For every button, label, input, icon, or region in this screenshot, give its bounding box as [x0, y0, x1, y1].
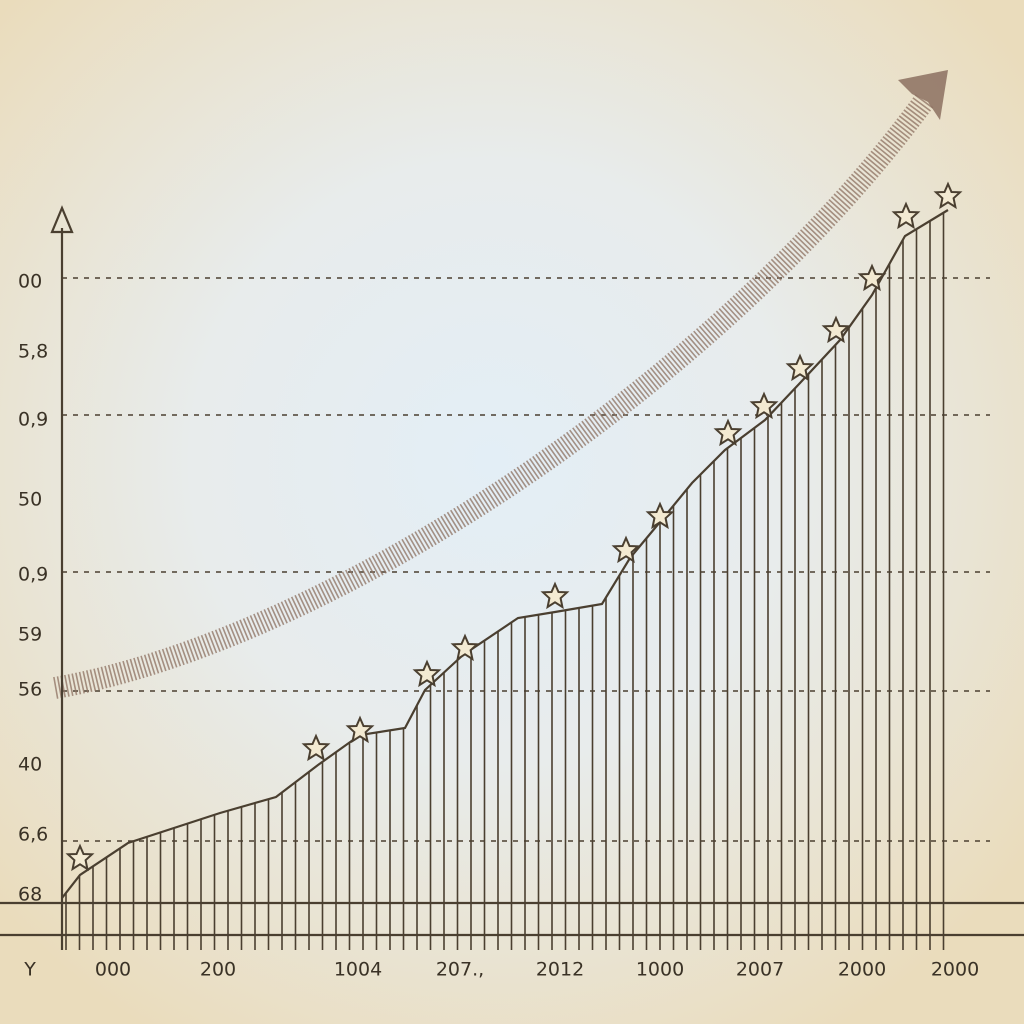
y-axis-label: 50	[18, 489, 42, 511]
x-axis-label: 000	[95, 959, 131, 981]
x-axis-label: Y	[23, 959, 36, 981]
y-axis-label: 6,6	[18, 824, 48, 846]
x-axis-label: 2000	[931, 959, 979, 981]
bars	[65, 212, 945, 950]
axes	[0, 205, 1024, 950]
y-axis-label: 59	[18, 624, 42, 646]
y-axis-label: 00	[18, 271, 42, 293]
x-axis-label: 2012	[536, 959, 584, 981]
y-axis-label: 68	[18, 884, 42, 906]
y-axis-label: 0,9	[18, 564, 48, 586]
x-axis-label: 207.,	[436, 959, 484, 981]
x-axis-labels: Y 000 200 1004 207., 2012 1000 2007 2000 2000	[23, 959, 979, 981]
trend-arrow-head	[898, 70, 948, 120]
y-axis-labels: 00 5,8 0,9 50 0,9 59 56 40 6,6 68	[18, 271, 48, 906]
y-axis-label: 5,8	[18, 341, 48, 363]
x-axis-label: 200	[200, 959, 236, 981]
x-axis-label: 2000	[838, 959, 886, 981]
x-axis-label: 2007	[736, 959, 784, 981]
line	[61, 209, 949, 899]
y-axis-label: 40	[18, 754, 42, 776]
x-axis-label: 1004	[334, 959, 382, 981]
y-axis-label: 56	[18, 679, 42, 701]
x-axis-label: 1000	[636, 959, 684, 981]
y-axis-label: 0,9	[18, 409, 48, 431]
